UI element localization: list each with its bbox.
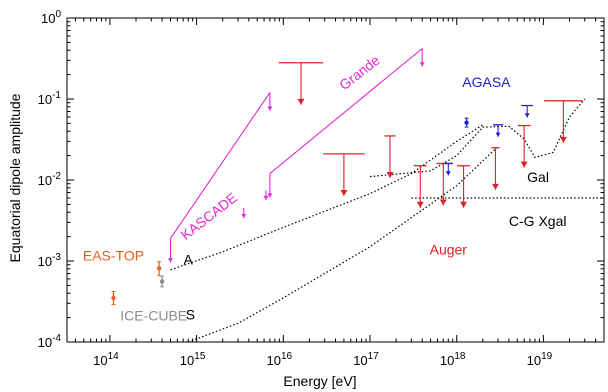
y-tick-exponent: 0 — [55, 9, 61, 20]
x-tick-base: 10 — [353, 353, 367, 368]
limit-arrow-head — [445, 171, 451, 176]
limit-arrow-head — [419, 62, 425, 67]
limit-arrow-head — [168, 258, 174, 263]
model-curve-s — [187, 145, 499, 343]
data-points — [111, 117, 469, 306]
model-curve-gal — [369, 98, 586, 178]
limit-arrow-head — [524, 113, 530, 118]
annotation-label: AGASA — [462, 74, 511, 90]
y-tick-base: 10 — [38, 335, 52, 350]
model-curve-a — [170, 124, 484, 271]
x-tick-label: 1019 — [527, 351, 553, 368]
model-curves — [170, 98, 604, 343]
y-tick-label: 10-4 — [38, 333, 62, 350]
y-tick-exponent: -3 — [52, 252, 61, 263]
limit-arrow-head — [241, 213, 247, 219]
limit-arrow-head — [386, 171, 394, 178]
upper-limits — [168, 48, 583, 263]
y-tick-base: 10 — [41, 11, 55, 26]
y-tick-base: 10 — [38, 92, 52, 107]
x-tick-base: 10 — [527, 353, 541, 368]
data-point-eas-top — [111, 295, 116, 301]
annotation-label: KASCADE — [177, 189, 240, 243]
data-point-agasa — [464, 120, 469, 125]
x-tick-label: 1014 — [93, 351, 119, 368]
limit-arrow-head — [460, 201, 468, 208]
limit-arrow-head — [491, 183, 499, 190]
annotation-label: ICE-CUBE — [120, 307, 187, 323]
annotation-label: Auger — [430, 242, 468, 258]
x-tick-base: 10 — [440, 353, 454, 368]
limit-arrow-head — [297, 98, 305, 105]
limit-arrow-head — [416, 201, 424, 208]
y-axis-label: Equatorial dipole amplitude — [7, 93, 23, 262]
x-tick-label: 1015 — [180, 351, 206, 368]
limit-arrow-head — [495, 132, 501, 137]
x-tick-exponent: 19 — [541, 351, 553, 362]
y-tick-label: 10-3 — [38, 252, 62, 269]
annotation-label: C-G Xgal — [509, 213, 567, 229]
x-tick-label: 1017 — [353, 351, 379, 368]
y-tick-label: 100 — [41, 9, 61, 26]
x-tick-exponent: 17 — [368, 351, 380, 362]
y-tick-base: 10 — [38, 254, 52, 269]
limit-arrow-head — [520, 161, 528, 168]
plot-frame — [66, 17, 605, 343]
y-tick-exponent: -1 — [52, 90, 61, 101]
x-tick-label: 1018 — [440, 351, 466, 368]
limit-envelope — [269, 48, 423, 175]
x-tick-base: 10 — [267, 353, 281, 368]
limit-arrow-head — [340, 189, 348, 196]
limit-arrow-head — [267, 106, 273, 111]
y-tick-label: 10-2 — [38, 171, 62, 188]
limit-arrow-head — [263, 195, 269, 201]
annotation-label: Gal — [527, 169, 549, 185]
x-tick-base: 10 — [93, 353, 107, 368]
limit-envelope — [170, 92, 271, 239]
annotation-label: A — [184, 252, 194, 268]
y-tick-exponent: -2 — [52, 171, 61, 182]
axes: 1014 1015 1016 1017 1018 101910-410-310-210-1… — [38, 9, 605, 368]
x-tick-label: 1016 — [267, 351, 293, 368]
x-tick-base: 10 — [180, 353, 194, 368]
annotation-label: S — [186, 306, 195, 322]
x-tick-exponent: 14 — [108, 351, 120, 362]
x-tick-exponent: 16 — [281, 351, 293, 362]
x-tick-exponent: 15 — [194, 351, 206, 362]
limit-arrow-head — [439, 199, 447, 206]
y-tick-label: 10-1 — [38, 90, 62, 107]
limit-arrow-head — [559, 136, 567, 143]
annotation-label: EAS-TOP — [83, 247, 144, 263]
data-point-eas-top — [156, 266, 162, 271]
limit-arrow-head — [267, 193, 273, 198]
x-axis-label: Energy [eV] — [283, 373, 356, 389]
y-tick-base: 10 — [38, 173, 52, 188]
y-tick-exponent: -4 — [52, 333, 61, 344]
data-point-ice-cube — [159, 279, 165, 284]
x-tick-exponent: 18 — [454, 351, 466, 362]
